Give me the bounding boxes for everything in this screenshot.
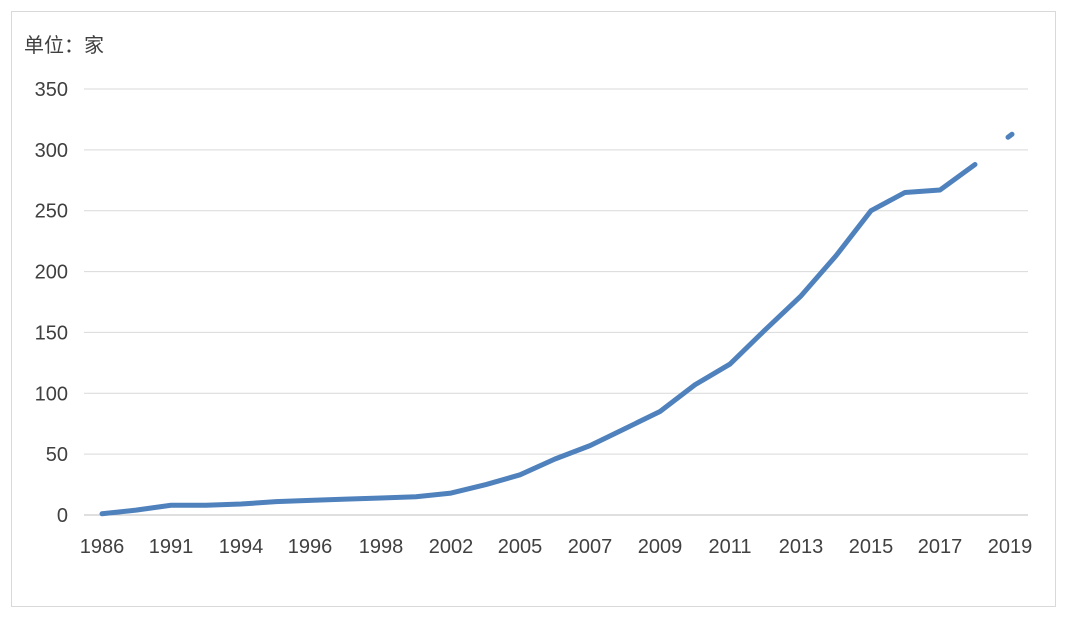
y-axis-tick-labels: 0 50 100 150 200 250 300 350: [35, 79, 68, 527]
x-tick-label: 2015: [849, 536, 894, 558]
x-tick-label: 1996: [288, 536, 333, 558]
unit-label: 单位：家: [24, 33, 104, 57]
x-tick-label: 2013: [779, 536, 824, 558]
series-point-1: [1005, 131, 1015, 140]
x-tick-label: 1986: [80, 536, 125, 558]
x-tick-label: 2019: [988, 536, 1033, 558]
x-tick-label: 2005: [498, 536, 543, 558]
series-group: [99, 131, 1015, 517]
y-tick-label: 100: [35, 383, 68, 405]
y-tick-label: 350: [35, 79, 68, 101]
y-tick-label: 250: [35, 201, 68, 223]
y-tick-label: 200: [35, 262, 68, 284]
x-tick-label: 2017: [918, 536, 963, 558]
y-tick-label: 50: [46, 444, 68, 466]
y-tick-label: 150: [35, 322, 68, 344]
x-axis-tick-labels: 1986 1991 1994 1996 1998 2002 2005 2007 2009 2011…: [80, 536, 1033, 558]
x-tick-label: 1998: [359, 536, 404, 558]
x-tick-label: 2002: [429, 536, 474, 558]
x-tick-label: 1994: [219, 536, 264, 558]
x-tick-label: 2007: [568, 536, 613, 558]
x-tick-label: 1991: [149, 536, 194, 558]
y-tick-label: 300: [35, 140, 68, 162]
series-line-0: [99, 161, 978, 517]
x-tick-label: 2011: [708, 536, 751, 558]
gridlines: [84, 88, 1028, 455]
y-tick-label: 0: [57, 505, 68, 527]
x-tick-label: 2009: [638, 536, 683, 558]
